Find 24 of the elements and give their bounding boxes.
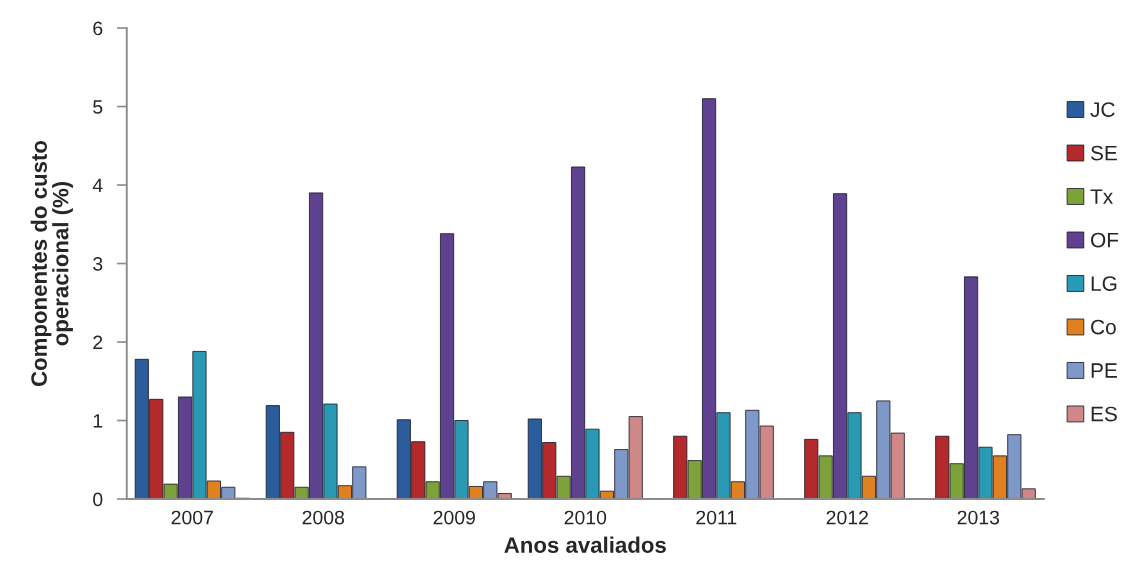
x-tick-label: 2011 <box>696 510 737 525</box>
legend-label: Co <box>1091 319 1116 335</box>
legend-label: LG <box>1091 276 1117 291</box>
y-tick-label: 6 <box>93 21 103 36</box>
y-tick-label: 2 <box>93 335 103 350</box>
y-tick-label: 5 <box>93 100 103 114</box>
y-axis-title: Componentes do custo operacional (%) <box>30 140 73 387</box>
y-tick-label: 1 <box>93 414 103 428</box>
legend-label: SE <box>1090 145 1117 161</box>
y-tick-label: 0 <box>93 492 103 507</box>
legend-label: OF <box>1091 232 1119 248</box>
y-tick-label: 3 <box>93 257 103 271</box>
x-tick-label: 2012 <box>826 510 868 525</box>
x-tick-label: 2007 <box>171 510 213 525</box>
legend-label: PE <box>1091 363 1117 378</box>
legend-label: Tx <box>1090 189 1113 204</box>
x-axis-title: Anos avaliados <box>504 536 666 553</box>
x-tick-label: 2013 <box>957 510 1000 525</box>
y-tick-label: 4 <box>92 178 103 193</box>
x-tick-label: 2010 <box>564 510 607 525</box>
legend-label: JC <box>1090 102 1115 117</box>
x-tick-label: 2008 <box>302 510 345 525</box>
x-tick-label: 2009 <box>433 510 475 525</box>
legend-label: ES <box>1091 406 1117 422</box>
